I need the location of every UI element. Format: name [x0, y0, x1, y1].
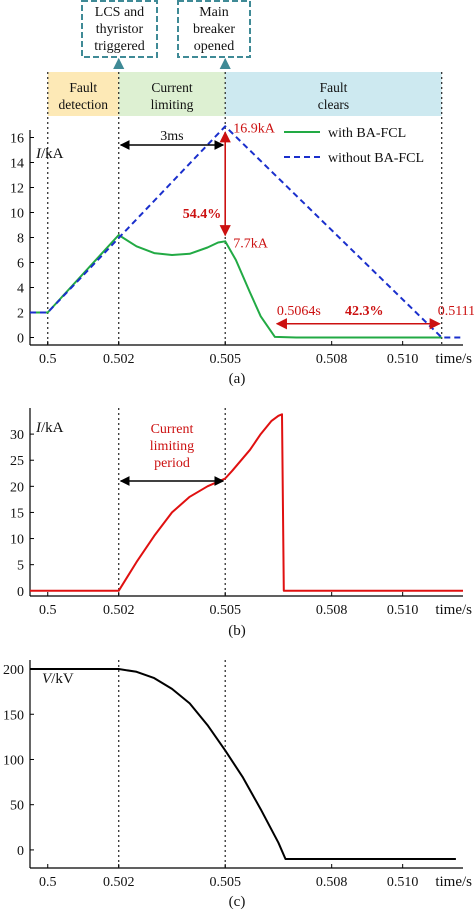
y-tick-label: 14	[10, 157, 24, 172]
x-tick-label: 0.5	[39, 875, 57, 890]
panel-2: 0 5 10 15 20 25 30 0.5 0.502 0.505 0.508 0.510 time/…	[10, 408, 472, 639]
x-tick-label: 0.508	[316, 875, 348, 890]
y-tick-label: 30	[10, 428, 24, 443]
peak-reduction-label: 54.4%	[183, 207, 222, 222]
period-label-line2: limiting	[150, 439, 194, 454]
event-box-1	[81, 0, 158, 58]
period-label-line3: period	[154, 456, 190, 471]
x-tick-label: 0.502	[103, 603, 135, 618]
x-axis-label: time/s	[435, 874, 472, 890]
legend-label-with: with BA-FCL	[328, 126, 406, 141]
panel-1: Fault detection Current limiting Fault clears…	[10, 0, 474, 387]
event-label-1-line2: thyristor	[96, 22, 144, 37]
x-tick-label: 0.505	[209, 875, 241, 890]
y-tick-label: 10	[10, 533, 24, 548]
clear-time-without-label: 0.5111s	[438, 304, 474, 319]
series-line-1	[30, 413, 463, 592]
y-tick-label: 0	[17, 844, 24, 859]
x-axis-label: time/s	[435, 351, 472, 367]
event-box-2	[177, 0, 251, 58]
y-tick-label: 25	[10, 454, 24, 469]
phase-band-3	[225, 72, 442, 116]
x-tick-label: 0.5	[39, 352, 57, 367]
y-tick-label: 0	[17, 332, 24, 347]
y-tick-label: 16	[10, 132, 24, 147]
duration-label: 3ms	[160, 129, 183, 144]
event-label-1-line1: LCS and	[95, 5, 144, 20]
clear-time-reduction-label: 42.3%	[345, 304, 384, 319]
panel-caption: (c)	[229, 894, 246, 910]
phase-label-2-line1: Current	[151, 80, 192, 95]
phase-label-2-line2: limiting	[151, 97, 194, 112]
event-label-1-line3: triggered	[94, 39, 145, 54]
y-tick-label: 6	[17, 257, 24, 272]
legend-label-without: without BA-FCL	[328, 151, 424, 166]
phase-label-1-line1: Fault	[69, 80, 97, 95]
y-tick-label: 5	[17, 559, 24, 574]
y-tick-label: 12	[10, 182, 24, 197]
x-tick-label: 0.5	[39, 603, 57, 618]
y-tick-label: 4	[17, 282, 24, 297]
event-label-2-line3: opened	[194, 39, 234, 54]
y-tick-label: 50	[10, 799, 24, 814]
peak-with-label: 7.7kA	[233, 236, 269, 251]
phase-label-3-line1: Fault	[320, 80, 348, 95]
phase-band-2	[118, 72, 226, 116]
event-label-2-line2: breaker	[193, 22, 235, 37]
x-tick-label: 0.505	[209, 603, 241, 618]
series-line-with-ba-fcl	[30, 234, 442, 339]
phase-band-1	[47, 72, 119, 116]
peak-without-label: 16.9kA	[233, 121, 276, 136]
event-label-2-line1: Main	[199, 5, 229, 20]
x-tick-label: 0.510	[387, 875, 419, 890]
y-axis-label: I/kA	[35, 420, 64, 436]
y-axis-label: I/kA	[35, 146, 64, 162]
y-tick-label: 15	[10, 506, 24, 521]
clear-time-with-label: 0.5064s	[277, 304, 321, 319]
series-line-without-ba-fcl	[30, 125, 463, 339]
y-tick-label: 100	[3, 753, 24, 768]
y-tick-label: 2	[17, 307, 24, 322]
y-tick-label: 0	[17, 585, 24, 600]
x-tick-label: 0.502	[103, 352, 135, 367]
panels-layer: Fault detection Current limiting Fault clears…	[3, 0, 474, 910]
y-axis-label: V/kV	[42, 671, 74, 687]
phase-label-1-line2: detection	[58, 97, 108, 112]
x-tick-label: 0.508	[316, 603, 348, 618]
panel-3: 0 50 100 150 200 0.5 0.502 0.505 0.508 0.510 time/…	[3, 660, 472, 910]
phase-label-3-line2: clears	[318, 97, 349, 112]
y-tick-label: 200	[3, 663, 24, 678]
x-tick-label: 0.505	[209, 352, 241, 367]
y-tick-label: 20	[10, 480, 24, 495]
y-tick-label: 10	[10, 207, 24, 222]
period-label-line1: Current	[151, 422, 194, 437]
x-axis-label: time/s	[435, 602, 472, 618]
y-tick-label: 150	[3, 708, 24, 723]
x-tick-label: 0.510	[387, 352, 419, 367]
x-tick-label: 0.502	[103, 875, 135, 890]
x-tick-label: 0.510	[387, 603, 419, 618]
panel-caption: (a)	[229, 371, 246, 387]
panel-caption: (b)	[228, 623, 246, 639]
x-tick-label: 0.508	[316, 352, 348, 367]
series-line-1	[30, 668, 456, 860]
y-tick-label: 8	[17, 232, 24, 247]
